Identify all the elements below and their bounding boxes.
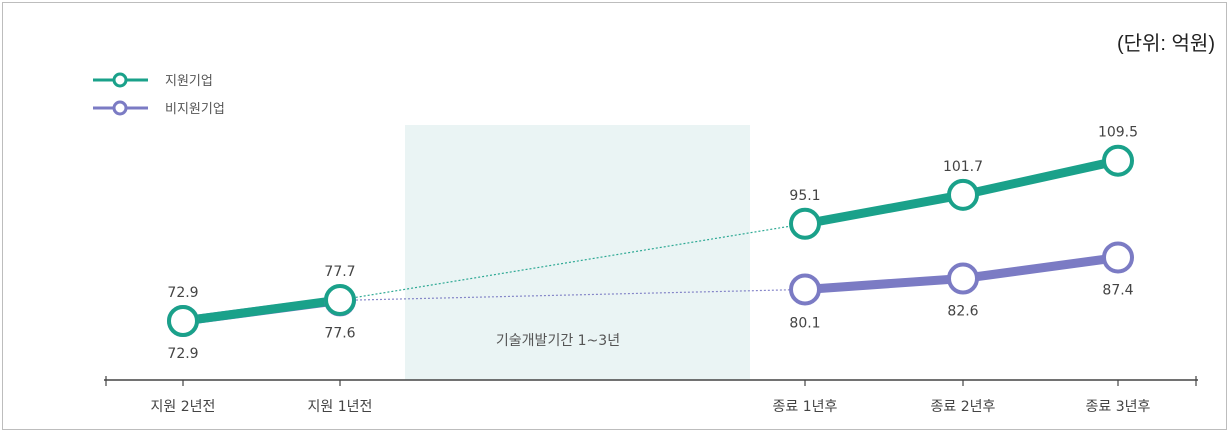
legend-label-series-2: 비지원기업 <box>165 102 225 117</box>
legend-swatch-marker-series-1 <box>112 72 128 88</box>
series-2-data-label-6: 87.4 <box>1102 282 1133 298</box>
x-tick-label-4: 종료 1년후 <box>773 399 838 415</box>
x-tick-label-6: 종료 3년후 <box>1086 399 1151 415</box>
series-1-point-5 <box>947 178 979 211</box>
series-1-point-2 <box>324 283 356 316</box>
series-2-point-5 <box>947 262 979 295</box>
series-1-data-label-1: 72.9 <box>167 285 198 301</box>
x-tick-label-2: 지원 1년전 <box>308 399 373 415</box>
x-tick-label-1: 지원 2년전 <box>151 399 216 415</box>
series-2-connector <box>339 288 806 302</box>
series-2-point-4 <box>789 273 821 306</box>
series-1-data-label-4: 95.1 <box>789 188 820 204</box>
series-2-segment-2 <box>800 274 968 294</box>
series-2-data-label-5: 82.6 <box>947 304 978 320</box>
unit-label: (단위: 억원) <box>1117 32 1215 55</box>
series-2-data-label-2: 77.6 <box>324 325 355 341</box>
series-1-segment-3 <box>958 156 1123 200</box>
series-2-segment-3 <box>958 252 1123 284</box>
legend: 지원기업 비지원기업 <box>93 72 225 117</box>
series-1-point-4 <box>789 207 821 240</box>
legend-label-series-1: 지원기업 <box>165 74 213 89</box>
x-tick-label-5: 종료 2년후 <box>931 399 996 415</box>
development-period-label: 기술개발기간 1~3년 <box>496 333 620 349</box>
series-2-data-label-1: 72.9 <box>167 346 198 362</box>
series-1-data-label-6: 109.5 <box>1098 125 1138 141</box>
series-1-connector <box>339 223 806 301</box>
series-1-point-1 <box>167 305 199 337</box>
development-period-band <box>405 125 750 380</box>
series-1-data-label-5: 101.7 <box>943 159 983 175</box>
series-2-data-label-4: 80.1 <box>789 315 820 331</box>
series-1-point-6 <box>1102 144 1134 177</box>
legend-swatch-marker-series-2 <box>112 100 128 116</box>
series-1-data-label-2: 77.7 <box>324 264 355 280</box>
series-2-point-6 <box>1102 241 1134 274</box>
series-1-segment-2 <box>800 190 968 229</box>
series-1-segment-1 <box>178 295 345 326</box>
